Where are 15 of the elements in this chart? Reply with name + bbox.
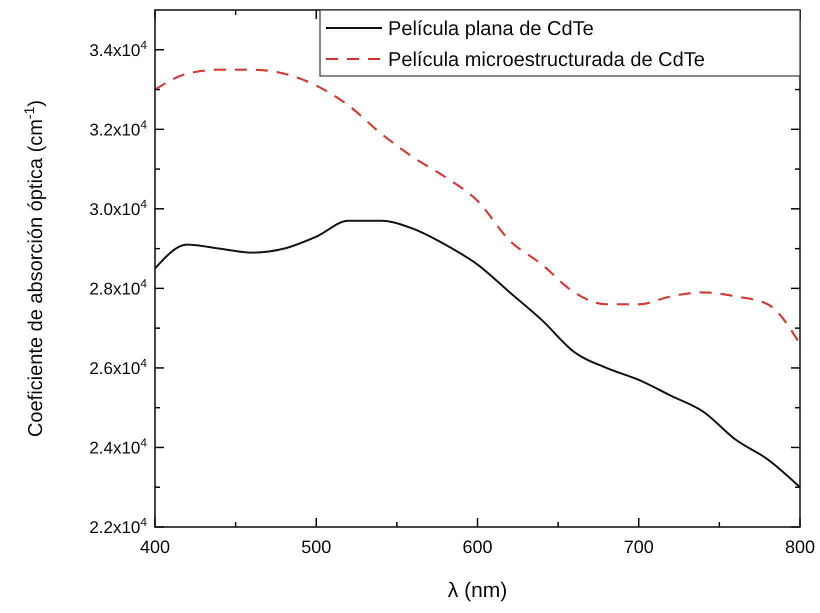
y-tick-label: 2.4x10$^{4}$	[89, 435, 148, 458]
x-tick-label: 400	[140, 537, 170, 557]
legend-label: Película microestructurada de CdTe	[388, 49, 705, 71]
y-tick-label: 3.0x10$^{4}$	[89, 196, 148, 219]
y-tick-label: 3.2x10$^{4}$	[89, 117, 148, 140]
y-tick-label: 2.6x10$^{4}$	[89, 356, 148, 378]
x-tick-label: 800	[784, 537, 816, 557]
x-tick-label: 600	[462, 537, 493, 557]
x-tick-label: 500	[301, 537, 332, 557]
legend-label: Película plana de CdTe	[388, 18, 594, 40]
x-tick-label: 700	[624, 537, 654, 557]
y-tick-label: 2.8x10$^{4}$	[89, 276, 148, 298]
x-axis-title: λ (nm)	[448, 579, 508, 602]
y-tick-label: 2.2x10$^{4}$	[89, 515, 148, 537]
y-tick-label: 3.4x10$^{4}$	[89, 38, 148, 60]
